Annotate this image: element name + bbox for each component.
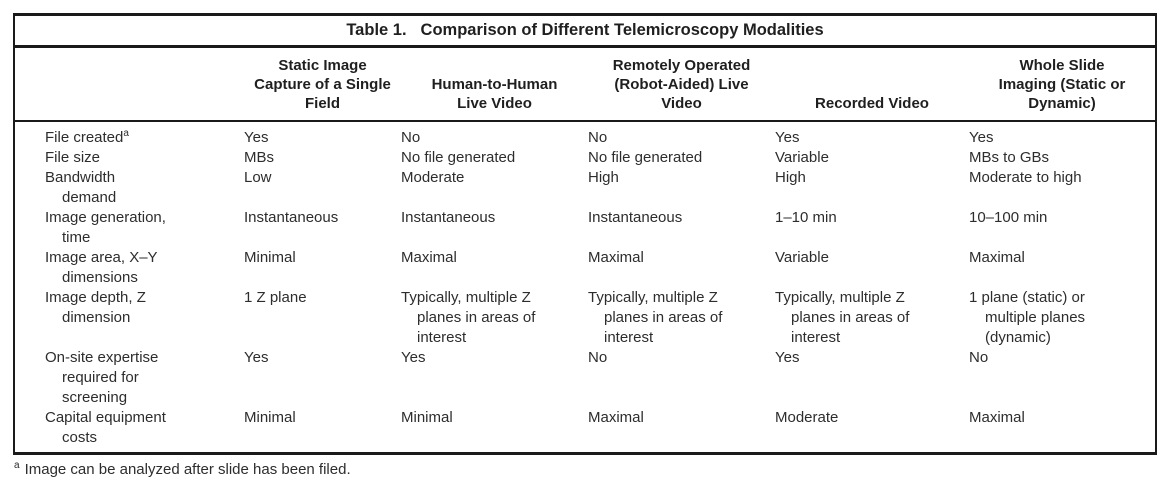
table-cell: Minimal	[401, 409, 453, 426]
footnote: a Image can be analyzed after slide has b…	[14, 460, 1171, 480]
table-cell: Moderate to high	[969, 169, 1082, 186]
table-cell: High	[588, 169, 619, 186]
row-label: Image area, X–Y dimensions	[45, 249, 158, 286]
table-cell: Minimal	[244, 409, 296, 426]
table-row-onsite-expertise: On-site expertise required for screening…	[15, 348, 1155, 408]
table-row-image-area: Image area, X–Y dimensions Minimal Maxim…	[15, 248, 1155, 288]
column-header-human-to-human: Human-to-Human Live Video	[431, 76, 558, 112]
column-header-whole-slide: Whole Slide Imaging (Static or Dynamic)	[998, 57, 1126, 112]
table-cell: 1 Z plane	[244, 289, 307, 306]
table-cell: MBs to GBs	[969, 149, 1050, 166]
row-label: File createda	[15, 128, 244, 148]
table-cell: Instantaneous	[244, 209, 339, 226]
footnote-marker: a	[14, 460, 20, 471]
table-cell: Maximal	[588, 249, 644, 266]
column-header-recorded-video: Recorded Video	[815, 95, 929, 112]
table-cell: Yes	[969, 129, 994, 146]
table-cell: Instantaneous	[588, 209, 683, 226]
table-cell: Maximal	[969, 409, 1025, 426]
table-row-image-generation-time: Image generation, time Instantaneous Ins…	[15, 208, 1155, 248]
table-cell: Instantaneous	[401, 209, 496, 226]
table-row-file-created: File createda Yes No No Yes Yes	[15, 128, 1155, 148]
table-cell: Yes	[401, 349, 426, 366]
table-title-text: Comparison of Different Telemicroscopy M…	[420, 21, 824, 39]
footnote-ref: a	[123, 128, 129, 139]
table-cell: 1 plane (static) or multiple planes (dyn…	[969, 289, 1086, 346]
table-row-capital-equipment: Capital equipment costs Minimal Minimal …	[15, 408, 1155, 448]
row-label-text: File created	[45, 129, 124, 146]
table-cell: MBs	[244, 149, 274, 166]
table-cell: Typically, multiple Z planes in areas of…	[401, 289, 536, 346]
table-body: File createda Yes No No Yes Yes File siz…	[15, 122, 1155, 452]
table-row-image-depth: Image depth, Z dimension 1 Z plane Typic…	[15, 288, 1155, 348]
table-cell: 1–10 min	[775, 209, 837, 226]
row-label: File size	[45, 149, 101, 166]
table-cell: Yes	[775, 129, 800, 146]
row-label: Image depth, Z dimension	[45, 289, 146, 326]
row-label: Bandwidth demand	[45, 169, 117, 206]
table-cell: Typically, multiple Z planes in areas of…	[588, 289, 723, 346]
table-row-file-size: File size MBs No file generated No file …	[15, 148, 1155, 168]
table-cell: Maximal	[588, 409, 644, 426]
table-cell: Moderate	[775, 409, 839, 426]
column-header-static-image: Static Image Capture of a Single Field	[254, 57, 391, 112]
table-cell: 10–100 min	[969, 209, 1048, 226]
table-cell: High	[775, 169, 806, 186]
table-cell: No file generated	[588, 149, 703, 166]
table-cell: No	[969, 349, 989, 366]
table-cell: Yes	[244, 129, 269, 146]
table-cell: Moderate	[401, 169, 465, 186]
table-cell: Maximal	[401, 249, 457, 266]
table-cell: Yes	[775, 349, 800, 366]
table-cell: Low	[244, 169, 272, 186]
table-number: Table 1.	[346, 21, 407, 39]
table-cell: Variable	[775, 249, 829, 266]
table-row-bandwidth-demand: Bandwidth demand Low Moderate High High …	[15, 168, 1155, 208]
row-label: Capital equipment costs	[45, 409, 166, 446]
table-cell: No file generated	[401, 149, 516, 166]
footnote-text: Image can be analyzed after slide has be…	[24, 461, 351, 478]
table-cell: Yes	[244, 349, 269, 366]
table-cell: Typically, multiple Z planes in areas of…	[775, 289, 910, 346]
table-cell: No	[588, 349, 608, 366]
table-title: Table 1. Comparison of Different Telemicr…	[15, 16, 1155, 48]
table-cell: No	[588, 129, 608, 146]
column-header-remotely-operated: Remotely Operated (Robot-Aided) Live Vid…	[612, 57, 751, 112]
comparison-table: Table 1. Comparison of Different Telemicr…	[13, 13, 1157, 455]
table-cell: Maximal	[969, 249, 1025, 266]
table-header-row: Static Image Capture of a Single Field H…	[15, 48, 1155, 122]
row-label: On-site expertise required for screening	[45, 349, 159, 406]
table-cell: Variable	[775, 149, 829, 166]
table-cell: Minimal	[244, 249, 296, 266]
row-label: Image generation, time	[45, 209, 166, 246]
table-cell: No	[401, 129, 421, 146]
